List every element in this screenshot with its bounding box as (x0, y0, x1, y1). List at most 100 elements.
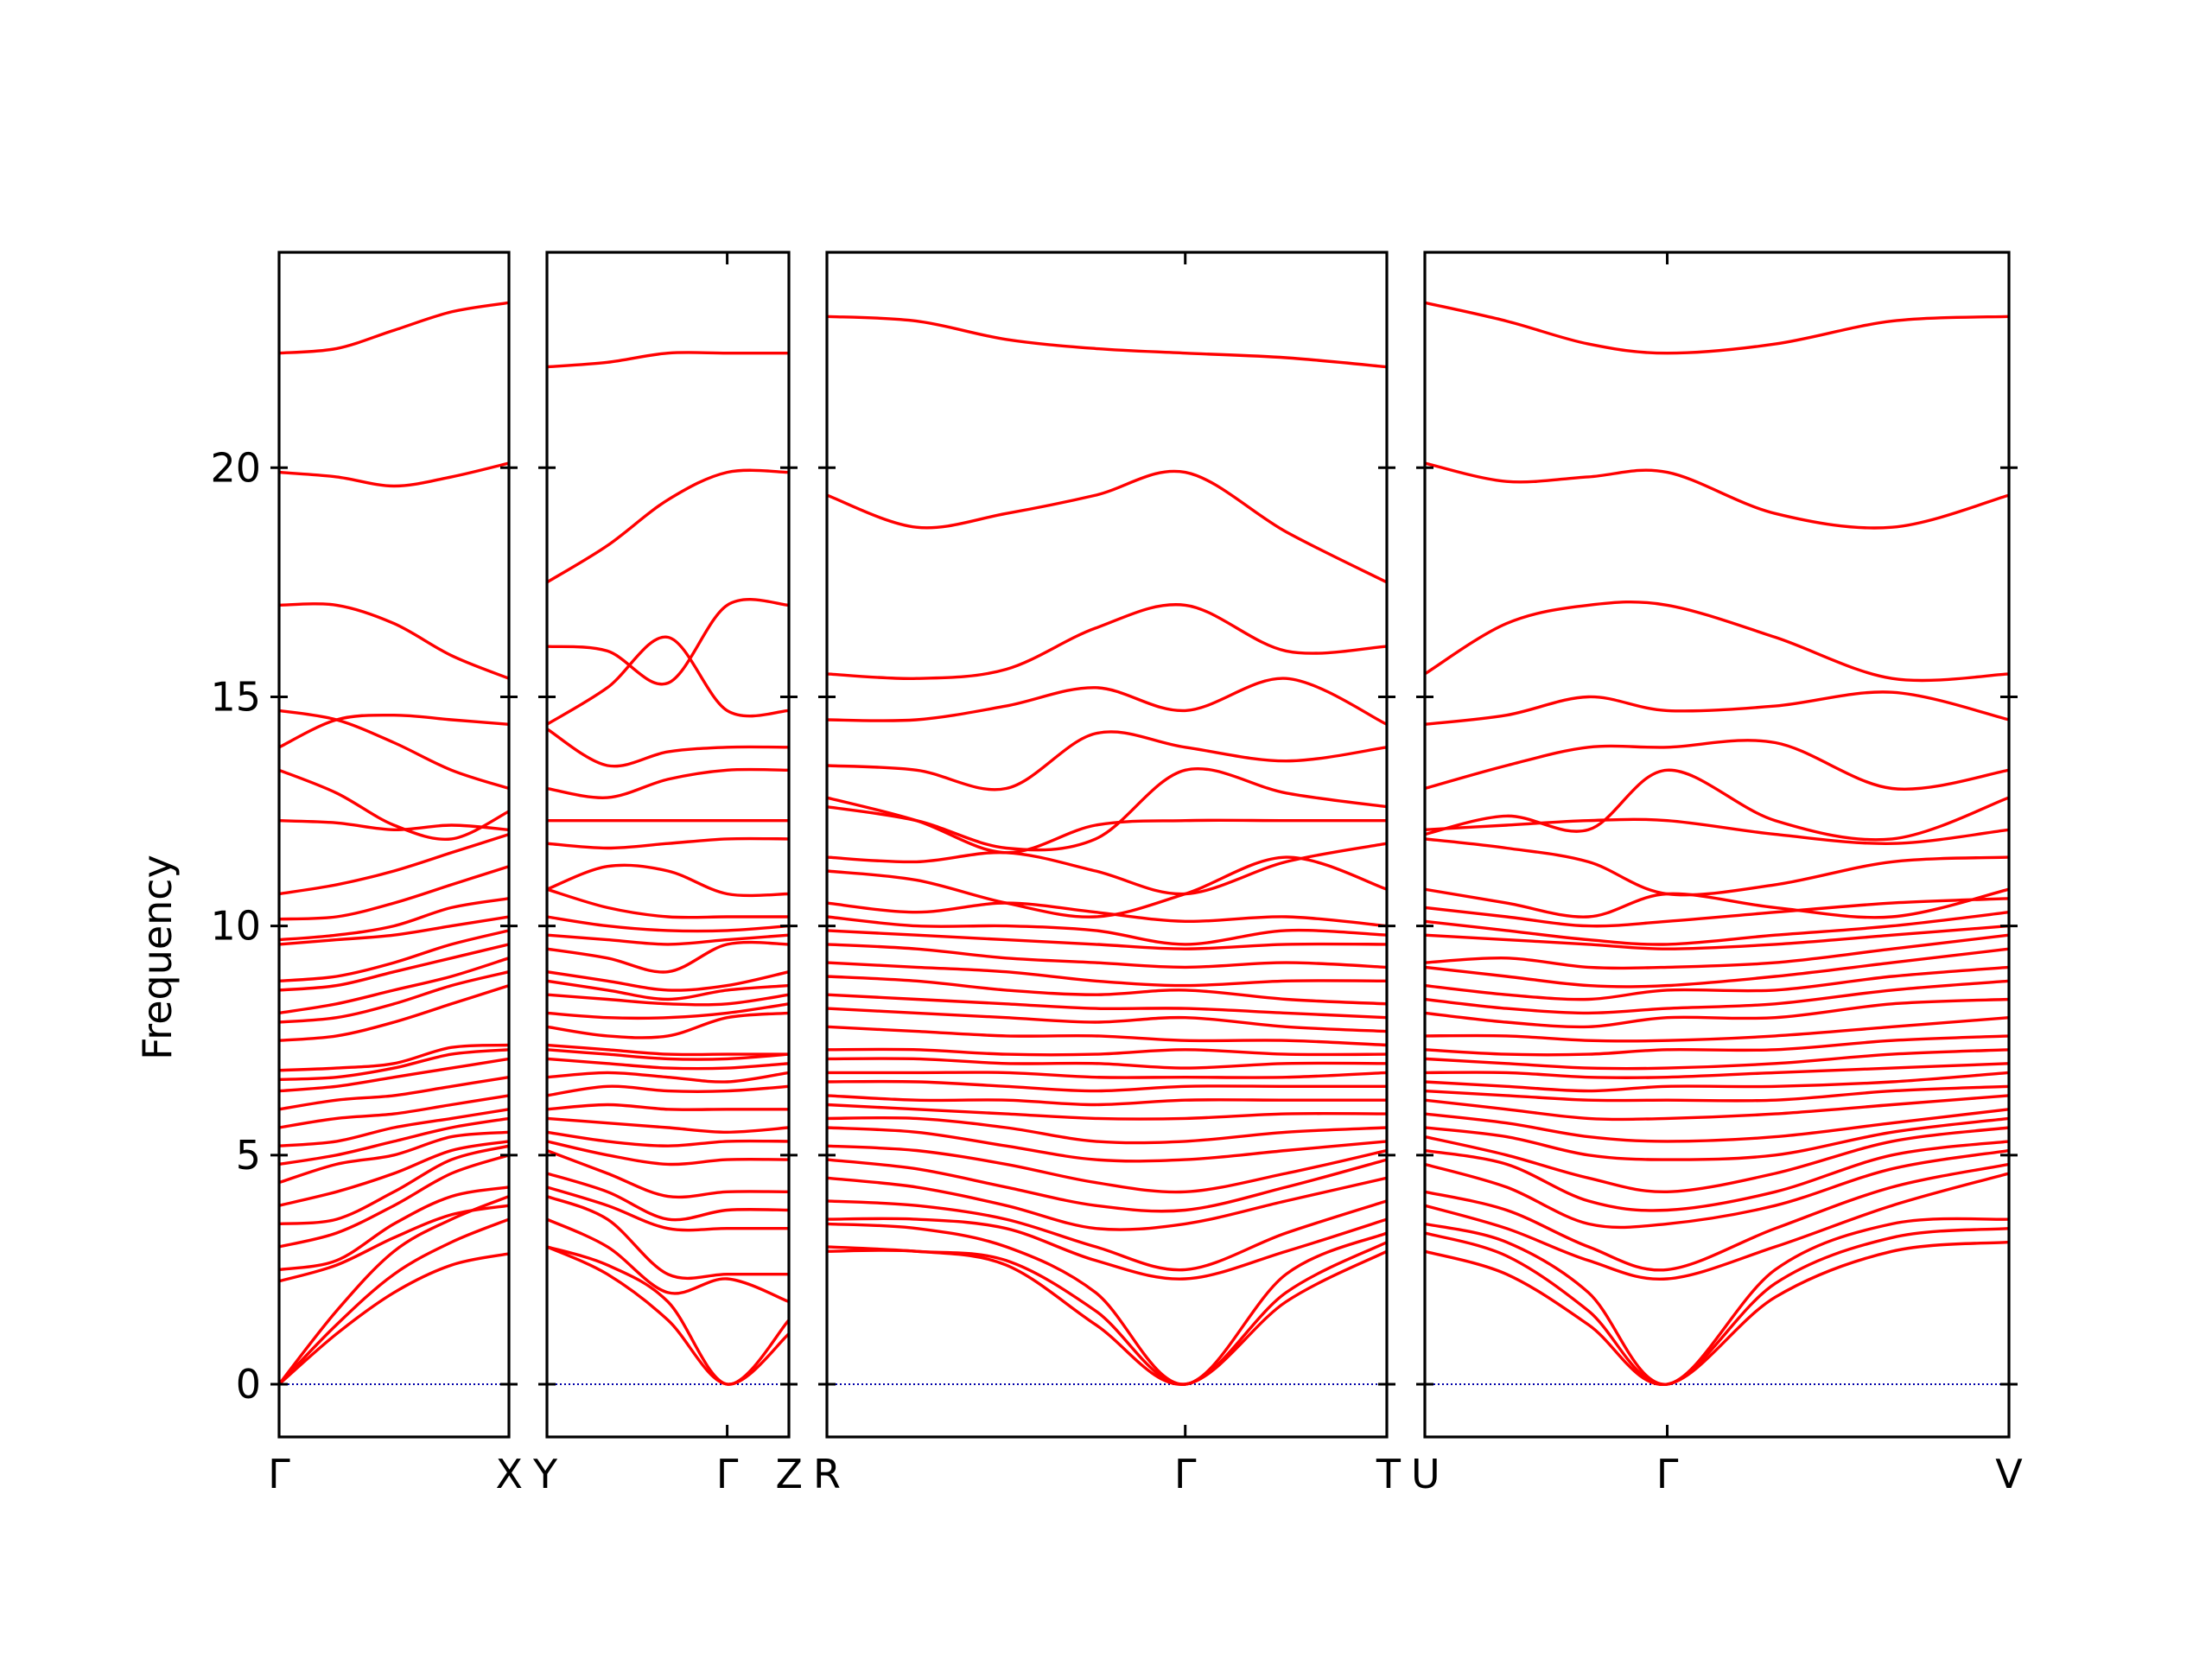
phonon-band (1425, 837, 2009, 897)
phonon-band (547, 1172, 789, 1222)
phonon-band (279, 713, 509, 749)
phonon-band (547, 1002, 789, 1020)
phonon-band (827, 842, 1387, 896)
phonon-band (827, 1047, 1387, 1057)
phonon-band (279, 865, 509, 921)
phonon-band (279, 1204, 509, 1283)
phonon-band (279, 943, 509, 992)
phonon-band (547, 1148, 789, 1199)
phonon-band (827, 1240, 1387, 1386)
phonon-band (827, 855, 1387, 918)
phonon-band (547, 727, 789, 768)
phonon-band (279, 301, 509, 355)
phonon-band (547, 863, 789, 898)
phonon-band (827, 1116, 1387, 1145)
phonon-band (547, 635, 789, 726)
phonon-band (547, 351, 789, 369)
x-tick-label: Y (532, 1451, 558, 1497)
phonon-band (827, 469, 1387, 584)
bands (1425, 301, 2009, 1386)
x-tick-label: Γ (716, 1451, 739, 1497)
x-tick-label: X (495, 1451, 523, 1497)
phonon-band (279, 1130, 509, 1185)
phonon-band (547, 979, 789, 1001)
phonon-band (279, 709, 509, 791)
phonon-band (279, 1048, 509, 1081)
phonon-band (1425, 1240, 2009, 1386)
phonon-band (547, 1245, 789, 1386)
phonon-band (827, 1217, 1387, 1281)
phonon-band (547, 1057, 789, 1071)
y-axis-label: Frequency (134, 855, 181, 1060)
phonon-band (827, 1071, 1387, 1079)
phonon-band (547, 1245, 789, 1386)
phonon-band (1425, 997, 2009, 1029)
y-tick-label: 10 (210, 903, 261, 950)
phonon-band (547, 1194, 789, 1281)
phonon-band (547, 1103, 789, 1111)
panel-frame (277, 251, 511, 1439)
panel-frame (545, 251, 791, 1439)
phonon-band (279, 957, 509, 1015)
x-tick-label: T (1376, 1451, 1402, 1497)
phonon-band (279, 768, 509, 842)
phonon-band (827, 730, 1387, 791)
phonon-band (1425, 817, 2009, 845)
phonon-band (1425, 1162, 2009, 1272)
phonon-band (279, 1108, 509, 1147)
phonon-band (279, 1094, 509, 1129)
phonon-band (1425, 924, 2009, 950)
y-tick-label: 0 (236, 1361, 261, 1408)
phonon-band (547, 933, 789, 946)
bands (827, 315, 1387, 1386)
phonon-band (547, 887, 789, 919)
phonon-band (279, 1043, 509, 1072)
phonon-band (279, 1154, 509, 1249)
phonon-band (827, 1176, 1387, 1231)
phonon-band (827, 796, 1387, 855)
phonon-band (547, 468, 789, 584)
phonon-band (1425, 1034, 2009, 1057)
phonon-band (547, 1130, 789, 1147)
phonon-band (547, 836, 789, 850)
phonon-band (827, 993, 1387, 1020)
phonon-band (827, 1025, 1387, 1047)
phonon-band (279, 1217, 509, 1386)
y-tick-label: 20 (210, 444, 261, 491)
panel-frame (1423, 251, 2011, 1439)
phonon-band (1425, 1116, 2009, 1161)
phonon-band (1425, 1172, 2009, 1281)
phonon-band (547, 1185, 789, 1232)
x-tick-label: V (1995, 1451, 2023, 1497)
panel-frame (825, 251, 1389, 1439)
phonon-band (279, 602, 509, 680)
phonon-band (827, 1007, 1387, 1033)
phonon-band (1425, 1048, 2009, 1071)
phonon-band (547, 1140, 789, 1166)
phonon-band (827, 929, 1387, 950)
phonon-band (1425, 1217, 2009, 1386)
phonon-band (1425, 1140, 2009, 1212)
phonon-band (1425, 979, 2009, 1015)
bands (279, 301, 509, 1386)
phonon-band (827, 943, 1387, 969)
phonon-band (547, 1084, 789, 1097)
phonon-band (1425, 911, 2009, 946)
bands (547, 351, 789, 1386)
phonon-band (1425, 947, 2009, 988)
phonon-band (279, 461, 509, 488)
phonon-band (547, 598, 789, 686)
phonon-band (1425, 690, 2009, 726)
phonon-band (1425, 1227, 2009, 1386)
phonon-band (1425, 600, 2009, 683)
phonon-band (547, 1048, 789, 1061)
phonon-band (1425, 1062, 2009, 1079)
phonon-band (547, 1011, 789, 1039)
phonon-band (1425, 933, 2009, 970)
phonon-band (827, 1057, 1387, 1070)
phonon-band (827, 901, 1387, 928)
x-tick-label: Γ (1656, 1451, 1679, 1497)
